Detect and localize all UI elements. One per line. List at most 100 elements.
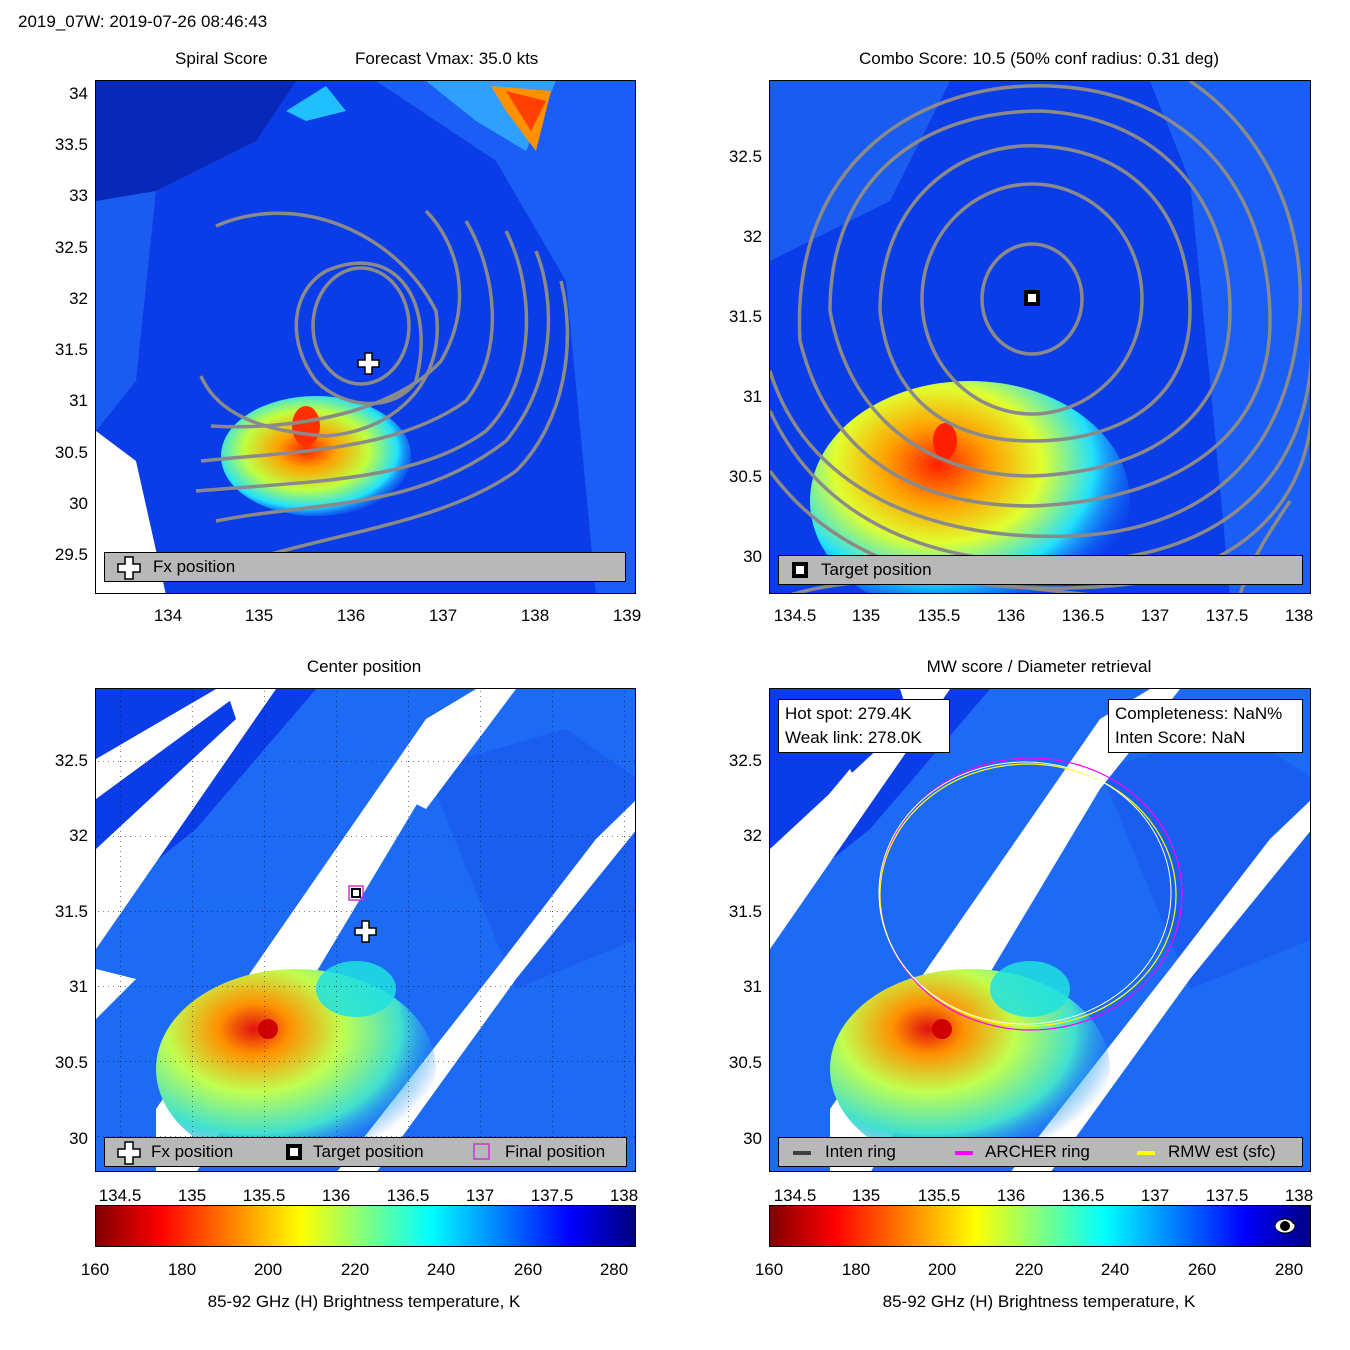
colorbar-left-label: 85-92 GHz (H) Brightness temperature, K bbox=[207, 1292, 521, 1311]
hot-spot-infobox: Hot spot: 279.4K Weak link: 278.0K bbox=[778, 699, 950, 753]
center-title: Center position bbox=[306, 657, 422, 676]
inten-ring bbox=[878, 761, 1172, 1025]
colorbar-tick: 180 bbox=[167, 1260, 197, 1279]
target-position-legend-icon bbox=[286, 1144, 302, 1160]
x-tick: 134.5 bbox=[773, 606, 817, 625]
y-tick: 32 bbox=[69, 289, 88, 308]
x-tick: 134.5 bbox=[773, 1186, 817, 1205]
y-tick: 32 bbox=[743, 227, 762, 246]
x-tick: 137 bbox=[465, 1186, 495, 1205]
y-tick: 30.5 bbox=[54, 1053, 88, 1072]
y-tick: 31.5 bbox=[728, 902, 762, 921]
colorbar-tick: 200 bbox=[253, 1260, 283, 1279]
x-tick: 137 bbox=[428, 606, 458, 625]
mw-title: MW score / Diameter retrieval bbox=[926, 657, 1152, 676]
colorbar-right-label: 85-92 GHz (H) Brightness temperature, K bbox=[882, 1292, 1196, 1311]
center-position-plot: Fx position Target position Final positi… bbox=[95, 688, 636, 1172]
x-tick: 137 bbox=[1140, 1186, 1170, 1205]
x-tick: 137.5 bbox=[1205, 606, 1249, 625]
fx-position-legend-label: Fx position bbox=[153, 557, 236, 576]
y-tick: 31.5 bbox=[728, 307, 762, 326]
spiral-score-plot: Fx position bbox=[95, 80, 636, 594]
colorbar-tick: 240 bbox=[426, 1260, 456, 1279]
x-tick: 139 bbox=[612, 606, 642, 625]
final-position-marker bbox=[348, 885, 364, 901]
y-tick: 30 bbox=[69, 1129, 88, 1148]
colorbar-tick: 260 bbox=[1187, 1260, 1217, 1279]
x-tick: 138 bbox=[1284, 606, 1314, 625]
spiral-legend: Fx position bbox=[104, 552, 626, 582]
x-tick: 135.5 bbox=[917, 1186, 961, 1205]
colorbar-tick: 240 bbox=[1100, 1260, 1130, 1279]
mw-legend: Inten ring ARCHER ring RMW est (sfc) bbox=[778, 1137, 1303, 1167]
x-tick: 136.5 bbox=[386, 1186, 430, 1205]
archer-ring-legend-line bbox=[955, 1151, 973, 1155]
rmw-legend-line bbox=[1137, 1151, 1155, 1155]
colorbar-left bbox=[95, 1205, 636, 1247]
x-tick: 135 bbox=[244, 606, 274, 625]
spiral-heatmap bbox=[96, 81, 635, 593]
y-tick: 32 bbox=[743, 826, 762, 845]
target-position-legend-label: Target position bbox=[313, 1142, 424, 1161]
x-tick: 134 bbox=[153, 606, 183, 625]
target-position-marker bbox=[1024, 290, 1040, 306]
final-position-legend-icon bbox=[473, 1143, 490, 1160]
colorbar-tick: 200 bbox=[927, 1260, 957, 1279]
colorbar-tick: 260 bbox=[513, 1260, 543, 1279]
y-tick: 32.5 bbox=[54, 238, 88, 257]
y-tick: 31 bbox=[69, 977, 88, 996]
rmw-ring bbox=[879, 763, 1177, 1027]
y-tick: 32.5 bbox=[728, 751, 762, 770]
colorbar-tick: 220 bbox=[1014, 1260, 1044, 1279]
y-tick: 31 bbox=[69, 391, 88, 410]
colorbar-tick: 160 bbox=[754, 1260, 784, 1279]
y-tick: 30.5 bbox=[728, 467, 762, 486]
x-tick: 135 bbox=[851, 1186, 881, 1205]
x-tick: 135.5 bbox=[917, 606, 961, 625]
center-heatmap bbox=[96, 689, 635, 1171]
y-tick: 32.5 bbox=[54, 751, 88, 770]
colorbar-right bbox=[769, 1205, 1311, 1247]
y-tick: 31.5 bbox=[54, 902, 88, 921]
completeness-value: Completeness: NaN% bbox=[1115, 704, 1283, 723]
fx-position-legend-icon bbox=[117, 556, 141, 580]
fx-position-legend-label: Fx position bbox=[151, 1142, 234, 1161]
weak-link-value: Weak link: 278.0K bbox=[785, 728, 922, 747]
y-tick: 31 bbox=[743, 387, 762, 406]
colorbar-tick: 280 bbox=[1274, 1260, 1304, 1279]
final-position-legend-label: Final position bbox=[505, 1142, 606, 1161]
x-tick: 137.5 bbox=[1205, 1186, 1249, 1205]
y-tick: 30 bbox=[743, 547, 762, 566]
y-tick: 30 bbox=[69, 494, 88, 513]
inten-ring-legend-line bbox=[793, 1151, 811, 1155]
colorbar-tick: 280 bbox=[599, 1260, 629, 1279]
fx-position-legend-icon bbox=[117, 1141, 141, 1165]
x-tick: 135 bbox=[177, 1186, 207, 1205]
inten-score-value: Inten Score: NaN bbox=[1115, 728, 1246, 747]
center-legend: Fx position Target position Final positi… bbox=[104, 1137, 627, 1167]
y-tick: 30.5 bbox=[54, 443, 88, 462]
x-tick: 138 bbox=[1284, 1186, 1314, 1205]
x-tick: 134.5 bbox=[98, 1186, 142, 1205]
fx-position-marker bbox=[354, 920, 377, 943]
x-tick: 138 bbox=[520, 606, 550, 625]
y-tick: 34 bbox=[69, 84, 88, 103]
x-tick: 136 bbox=[321, 1186, 351, 1205]
eye-icon bbox=[1274, 1217, 1296, 1234]
figure-title: 2019_07W: 2019-07-26 08:46:43 bbox=[18, 12, 268, 31]
inten-ring-legend-label: Inten ring bbox=[825, 1142, 896, 1161]
hot-spot-value: Hot spot: 279.4K bbox=[785, 704, 912, 723]
archer-ring-legend-label: ARCHER ring bbox=[985, 1142, 1090, 1161]
y-tick: 33.5 bbox=[54, 135, 88, 154]
completeness-infobox: Completeness: NaN% Inten Score: NaN bbox=[1108, 699, 1303, 753]
y-tick: 32.5 bbox=[728, 147, 762, 166]
y-tick: 30.5 bbox=[728, 1053, 762, 1072]
x-tick: 135.5 bbox=[242, 1186, 286, 1205]
y-tick: 33 bbox=[69, 186, 88, 205]
combo-legend: Target position bbox=[778, 555, 1303, 585]
forecast-vmax-label: Forecast Vmax: 35.0 kts bbox=[355, 49, 539, 68]
combo-heatmap bbox=[770, 81, 1310, 593]
target-position-legend-label: Target position bbox=[821, 560, 932, 579]
x-tick: 136 bbox=[996, 606, 1026, 625]
rmw-legend-label: RMW est (sfc) bbox=[1168, 1142, 1276, 1161]
